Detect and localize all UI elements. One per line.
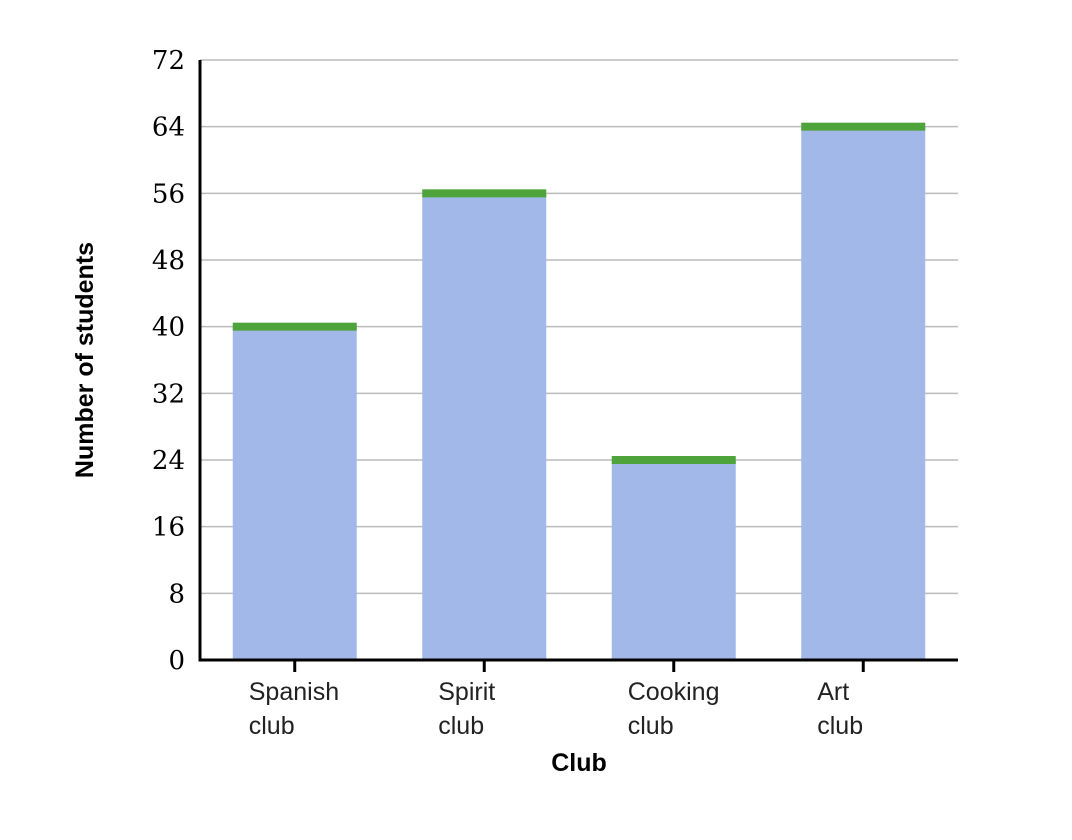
- x-tick-labels: Spanish club Spirit club Cooking club Art club: [249, 678, 863, 740]
- x-tick-label-line: Spanish: [249, 678, 339, 706]
- y-tick-label: 48: [152, 246, 185, 276]
- bar-top-marker: [422, 189, 547, 198]
- y-tick-label: 72: [152, 46, 185, 76]
- bar: [422, 193, 547, 661]
- axes: [198, 60, 958, 672]
- x-tick-label: Spirit club: [438, 678, 495, 740]
- x-tick-label: Spanish club: [249, 678, 339, 740]
- x-tick-label: Art club: [817, 678, 863, 740]
- x-tick-label-line: Art: [817, 678, 849, 706]
- x-tick-label-line: club: [438, 712, 484, 740]
- bar-top-marker: [611, 456, 736, 464]
- bar: [801, 126, 926, 660]
- x-tick-label-line: club: [249, 712, 295, 740]
- x-tick-label-line: Cooking: [628, 678, 720, 706]
- x-tick-label-line: club: [817, 712, 863, 740]
- bar: [232, 326, 357, 660]
- x-tick-label-line: club: [628, 712, 674, 740]
- x-tick-label: Cooking club: [628, 678, 720, 740]
- y-tick-label: 64: [152, 113, 185, 143]
- y-tick-label: 8: [168, 579, 185, 609]
- y-tick-label: 56: [152, 179, 185, 209]
- y-tick-label: 0: [168, 646, 185, 676]
- y-tick-labels: 0 8 16 24 32 40 48 56 64 72: [152, 46, 185, 676]
- x-tick-label-line: Spirit: [438, 678, 495, 706]
- bar-top-marker: [232, 322, 357, 331]
- x-axis-title: Club: [551, 749, 607, 777]
- y-axis-title: Number of students: [71, 242, 99, 478]
- bar: [611, 460, 736, 660]
- y-tick-label: 32: [152, 379, 185, 409]
- y-tick-label: 24: [152, 446, 185, 476]
- bars: [232, 122, 926, 661]
- bar-top-marker: [801, 122, 926, 131]
- y-tick-label: 40: [152, 313, 185, 343]
- y-tick-label: 16: [152, 513, 185, 543]
